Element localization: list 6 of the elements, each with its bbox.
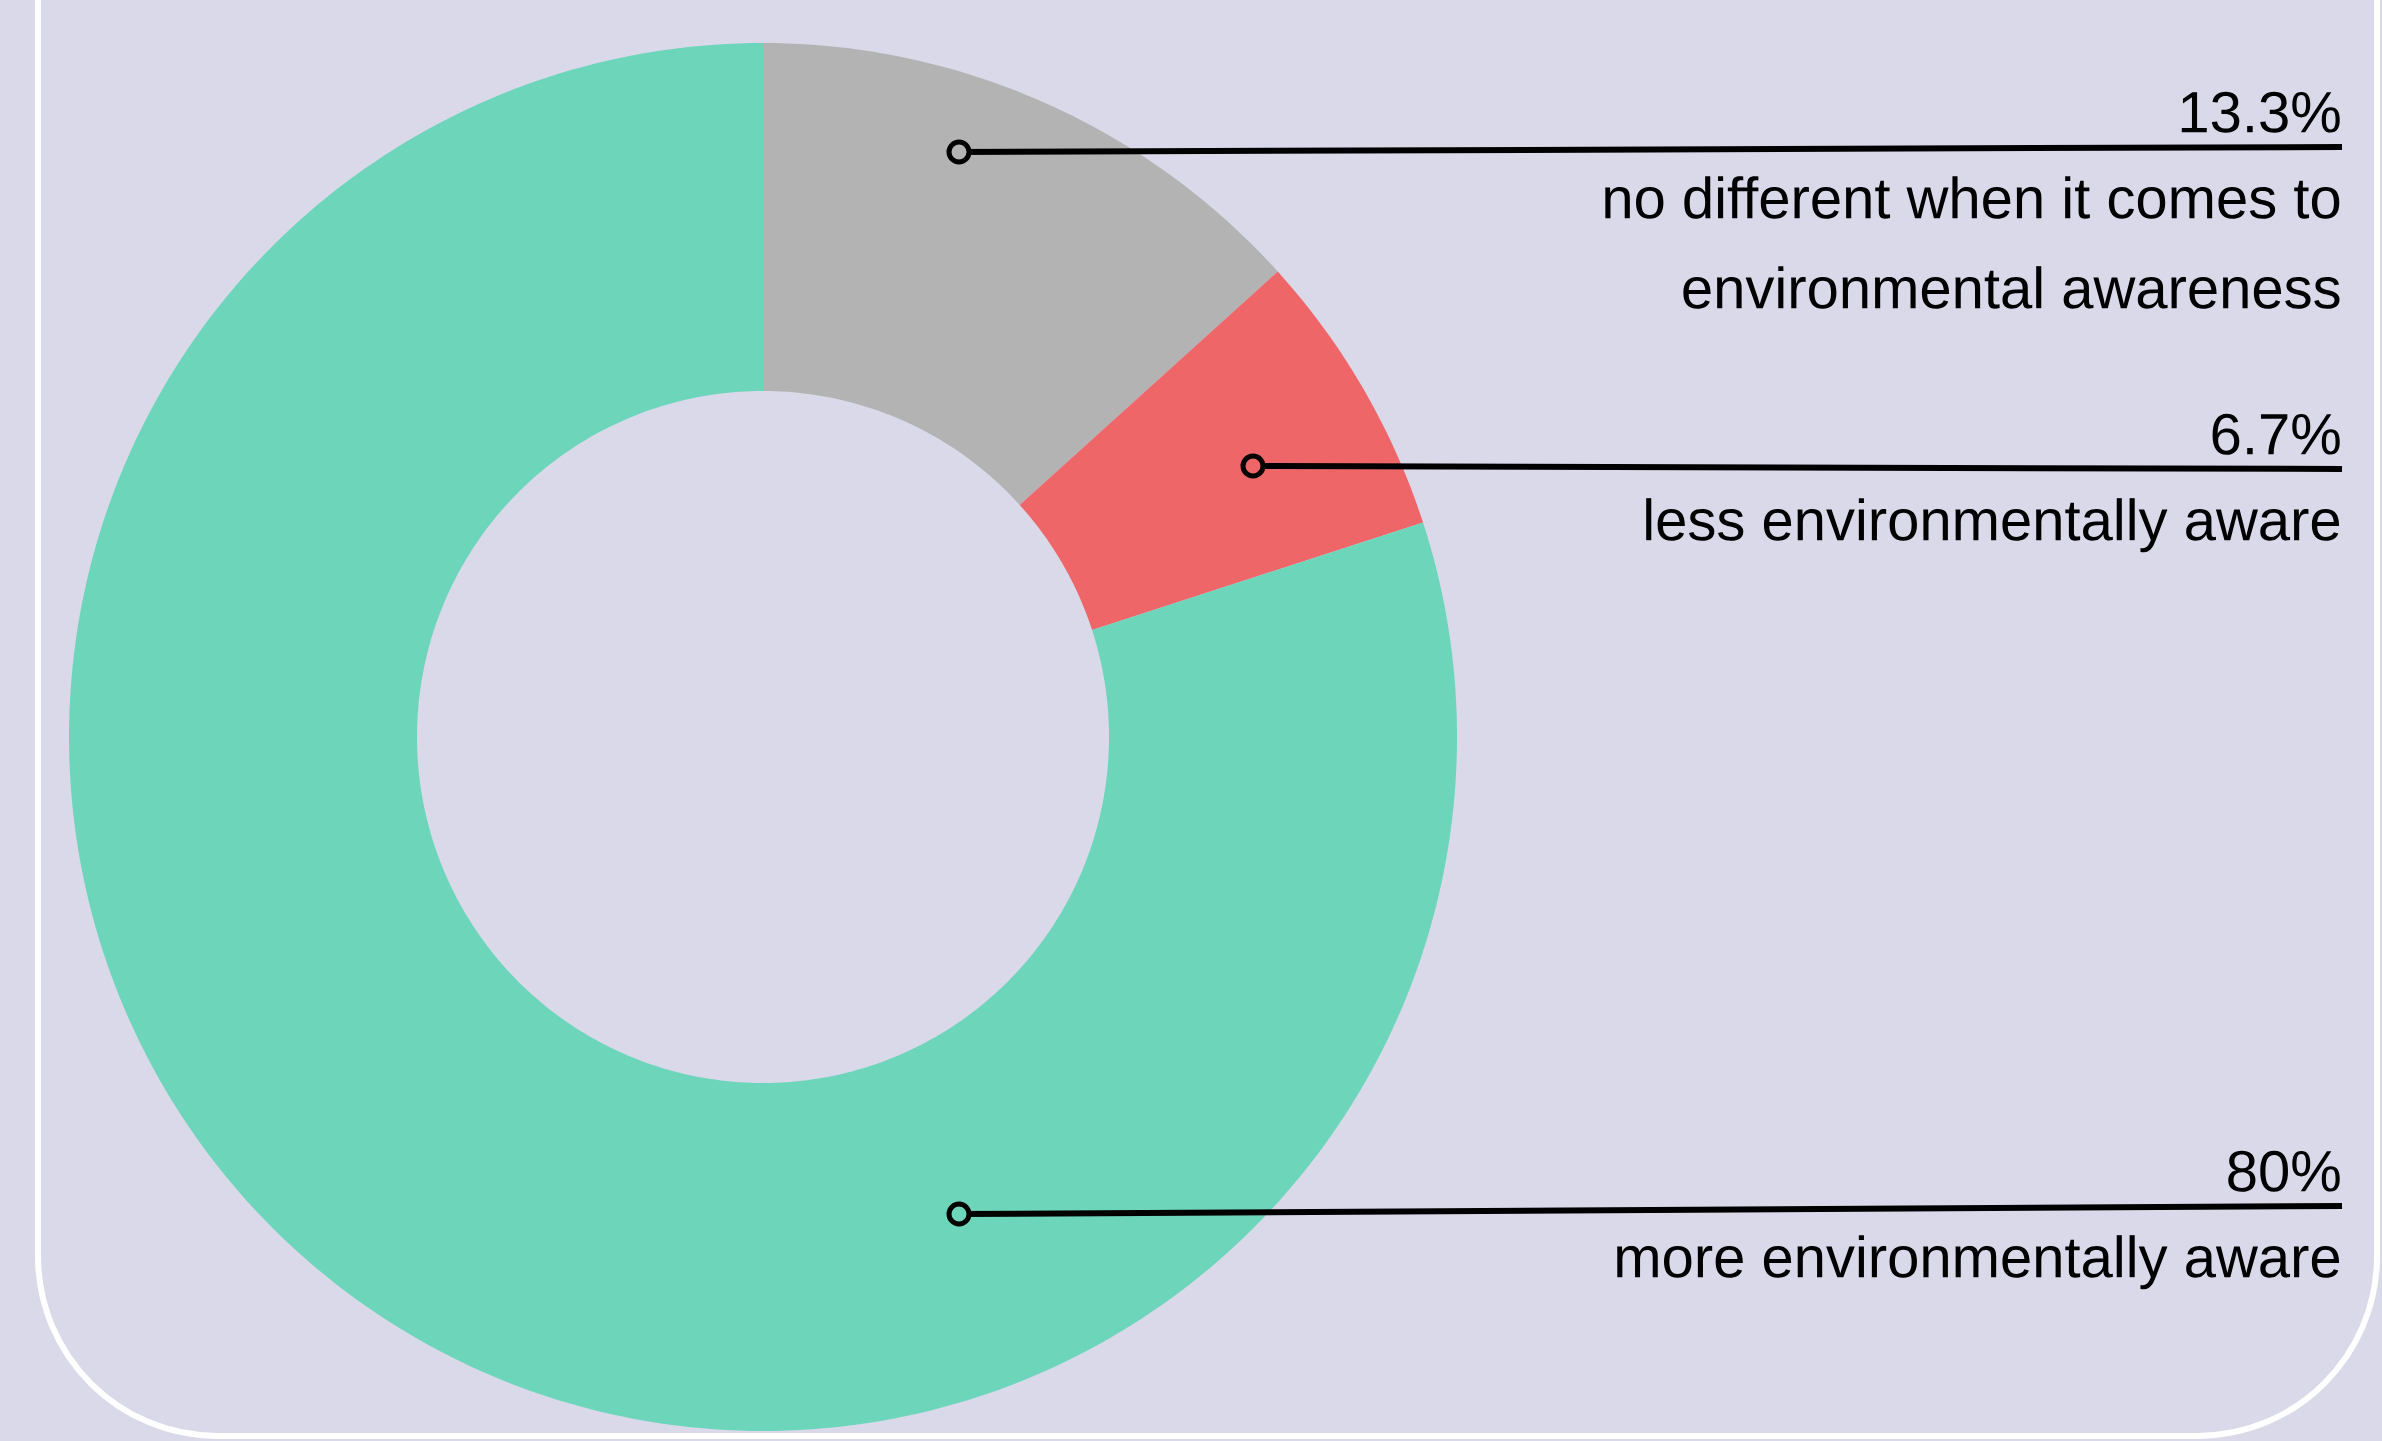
data-label: 6.7% xyxy=(2212,413,2340,455)
data-label: 80% xyxy=(2228,1150,2340,1192)
data-label: 13.3% xyxy=(2181,91,2340,133)
slice-label: more environmentally aware xyxy=(1617,1235,2340,1290)
slice-label: less environmentally aware xyxy=(1646,498,2340,553)
slice-label: no different when it comes to environmental awareness xyxy=(1605,176,2340,309)
